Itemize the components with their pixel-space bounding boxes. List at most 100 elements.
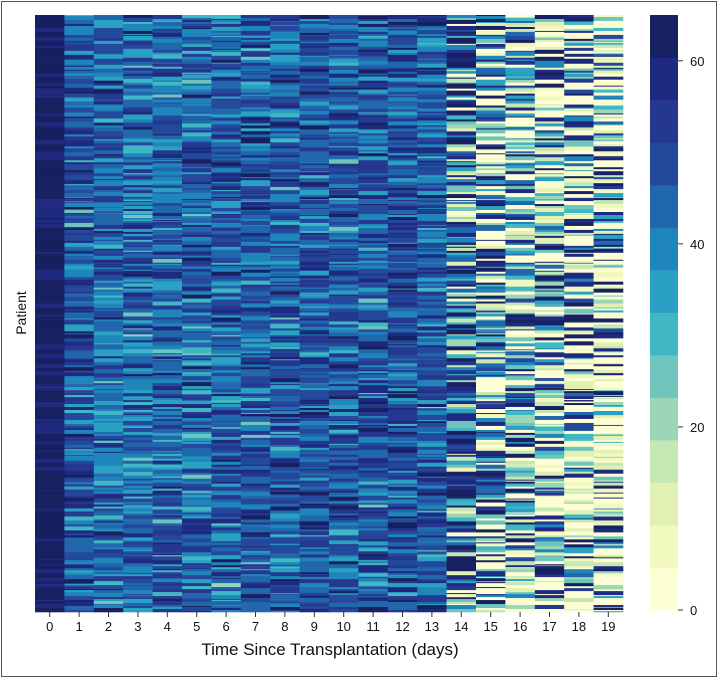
heatmap-cell (299, 450, 330, 453)
heatmap-cell (505, 212, 536, 215)
heatmap-cell (417, 229, 447, 233)
heatmap-cell (182, 455, 212, 459)
heatmap-cell (593, 294, 624, 296)
heatmap-cell (505, 160, 536, 163)
heatmap-cell (476, 514, 506, 519)
heatmap-cell (299, 602, 330, 605)
heatmap-cell (593, 497, 624, 499)
heatmap-cell (240, 483, 271, 486)
heatmap-cell (270, 281, 300, 283)
heatmap-cell (476, 560, 506, 563)
heatmap-cell (35, 354, 65, 359)
heatmap-cell (299, 606, 330, 610)
heatmap-cell (299, 531, 330, 536)
heatmap-cell (270, 425, 300, 431)
heatmap-cell (152, 188, 183, 193)
heatmap-cell (387, 147, 418, 152)
heatmap-cell (182, 586, 212, 590)
heatmap-cell (476, 608, 506, 611)
heatmap-cell (476, 456, 506, 459)
heatmap-cell (270, 518, 300, 522)
heatmap-cell (93, 540, 124, 544)
heatmap-cell (329, 124, 359, 128)
heatmap-cell (270, 24, 300, 27)
heatmap-cell (387, 549, 418, 554)
heatmap-cell (211, 343, 242, 346)
heatmap-cell (329, 402, 359, 406)
heatmap-cell (329, 415, 359, 421)
heatmap-cell (93, 104, 124, 107)
heatmap-cell (270, 131, 300, 133)
heatmap-cell (476, 461, 506, 464)
heatmap-cell (476, 529, 506, 533)
heatmap-cell (476, 25, 506, 31)
heatmap-cell (593, 444, 624, 447)
heatmap-cell (358, 471, 389, 473)
heatmap-cell (593, 259, 624, 262)
heatmap-cell (35, 160, 65, 165)
heatmap-cell (270, 389, 300, 394)
heatmap-cell (358, 541, 389, 546)
heatmap-cell (593, 68, 624, 71)
heatmap-cell (505, 450, 536, 455)
heatmap-cell (211, 490, 242, 494)
heatmap-cell (35, 148, 65, 152)
heatmap-cell (505, 82, 536, 86)
heatmap-cell (152, 437, 183, 441)
heatmap-cell (534, 176, 565, 178)
heatmap-cell (358, 18, 389, 22)
heatmap-cell (358, 225, 389, 229)
heatmap-cell (593, 442, 624, 446)
heatmap-cell (358, 329, 389, 332)
heatmap-cell (534, 279, 565, 281)
heatmap-cell (211, 292, 242, 294)
heatmap-cell (505, 522, 536, 525)
heatmap-cell (240, 534, 271, 538)
heatmap-cell (240, 376, 271, 379)
heatmap-cell (93, 304, 124, 307)
heatmap-cell (152, 450, 183, 454)
x-tick-label: 19 (601, 619, 615, 634)
heatmap-cell (240, 498, 271, 501)
heatmap-cell (182, 412, 212, 415)
heatmap-cell (505, 88, 536, 92)
heatmap-cell (64, 78, 95, 83)
heatmap-cell (534, 75, 565, 80)
heatmap-cell (64, 101, 95, 104)
heatmap-cell (446, 269, 477, 274)
heatmap-cell (358, 425, 389, 429)
heatmap-cell (446, 91, 477, 96)
heatmap-cell (211, 479, 242, 482)
heatmap-cell (182, 283, 212, 287)
heatmap-cell (505, 319, 536, 323)
heatmap-cell (329, 409, 359, 413)
heatmap-cell (270, 328, 300, 331)
heatmap-cell (211, 242, 242, 248)
heatmap-cell (211, 445, 242, 451)
heatmap-cell (93, 549, 124, 554)
heatmap-cell (270, 484, 300, 488)
heatmap-cell (329, 439, 359, 445)
heatmap-cell (64, 232, 95, 236)
heatmap-cell (93, 93, 124, 97)
heatmap-cell (593, 366, 624, 371)
heatmap-cell (329, 308, 359, 312)
heatmap-cell (35, 85, 65, 89)
heatmap-cell (534, 437, 565, 442)
heatmap-cell (93, 139, 124, 141)
heatmap-cell (270, 353, 300, 358)
heatmap-cell (123, 528, 153, 532)
heatmap-cell (417, 453, 447, 456)
heatmap-cell (417, 519, 447, 524)
heatmap-cell (358, 607, 389, 612)
heatmap-cell (240, 420, 271, 423)
heatmap-cell (476, 429, 506, 433)
heatmap-cell (534, 204, 565, 207)
heatmap-cell (299, 178, 330, 183)
heatmap-cell (593, 56, 624, 60)
heatmap-cell (240, 591, 271, 595)
heatmap-cell (182, 568, 212, 570)
heatmap-cell (476, 577, 506, 579)
heatmap-cell (93, 240, 124, 246)
heatmap-cell (152, 290, 183, 292)
